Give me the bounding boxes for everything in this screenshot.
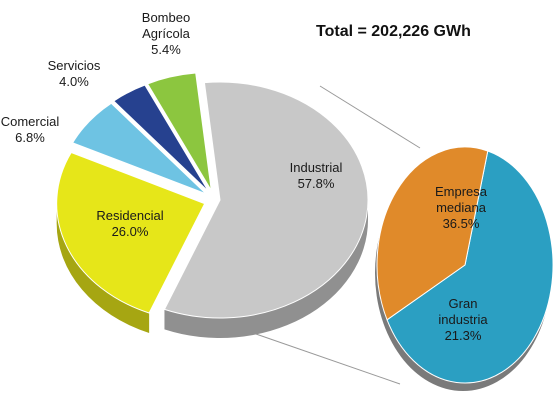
label-empresa-mediana-line-3: 36.5% (443, 216, 480, 231)
slice-industrial (163, 81, 369, 319)
slice-comercial (71, 102, 207, 195)
connector-line-top (319, 85, 421, 149)
label-gran-industria-line-3: 21.3% (445, 328, 482, 343)
label-bombeo-agricola-line-2: Agrícola (142, 26, 190, 41)
label-industrial-line-1: Industrial (290, 160, 343, 175)
slice-bombeo-agricola (146, 72, 212, 191)
sub-slice-gran-industria (376, 146, 489, 321)
slice-servicios (112, 84, 210, 192)
slice-side-industrial (164, 200, 368, 338)
label-residencial-line-2: 26.0% (112, 224, 149, 239)
label-bombeo-agricola-line-1: Bombeo (142, 10, 190, 25)
label-comercial-line-2: 6.8% (15, 130, 45, 145)
industrial-breakdown-pie (375, 146, 554, 391)
label-empresa-mediana-line-2: mediana (436, 200, 487, 215)
slice-side-residencial (56, 203, 150, 333)
label-comercial-line-1: Comercial (1, 114, 60, 129)
slice-residencial (56, 151, 206, 314)
label-gran-industria-line-2: industria (438, 312, 488, 327)
label-bombeo-agricola-line-3: 5.4% (151, 42, 181, 57)
label-residencial-line-1: Residencial (96, 208, 163, 223)
main-pie (56, 72, 369, 338)
label-servicios-line-1: Servicios (48, 58, 101, 73)
sub-slice-empresa-mediana (386, 150, 554, 384)
label-servicios-line-2: 4.0% (59, 74, 89, 89)
label-gran-industria-line-1: Gran (449, 296, 478, 311)
label-industrial-line-2: 57.8% (298, 176, 335, 191)
total-label: Total = 202,226 GWh (316, 23, 471, 40)
label-empresa-mediana-line-1: Empresa (435, 184, 488, 199)
